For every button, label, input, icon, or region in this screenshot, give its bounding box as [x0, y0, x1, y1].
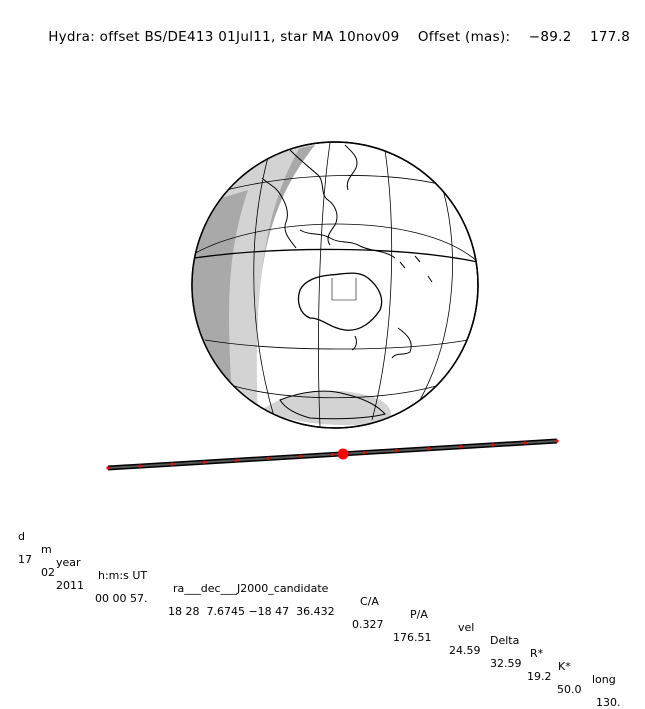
header-ca: C/A: [360, 595, 379, 608]
night-shadow: [192, 145, 391, 426]
track-tick: [234, 458, 238, 462]
value-vel: 24.59: [449, 644, 481, 657]
header-pa: P/A: [410, 608, 428, 621]
value-k: 50.0: [557, 683, 582, 696]
track-tick: [491, 443, 495, 447]
header-time: h:m:s UT: [98, 569, 148, 582]
new-zealand: [391, 327, 412, 359]
occultation-track: [106, 438, 559, 471]
plot-title: Hydra: offset BS/DE413 01Jul11, star MA …: [48, 29, 400, 45]
track-tick: [555, 439, 559, 443]
track-tick: [298, 454, 303, 459]
value-delta: 32.59: [490, 657, 522, 670]
value-time: 00 00 57.: [95, 592, 148, 605]
header-year: year: [56, 556, 81, 569]
meridian-line: [318, 142, 331, 428]
offset-y-value: 177.8: [589, 29, 631, 45]
latitude-line: [204, 339, 469, 350]
track-tick: [395, 449, 399, 453]
pacific-islands: [399, 255, 433, 283]
track-tick: [202, 460, 206, 464]
equator: [193, 248, 478, 263]
track-tick: [170, 462, 174, 466]
track-tick: [459, 445, 463, 449]
header-long: long: [592, 673, 616, 686]
offset-x-value: −89.2: [528, 29, 572, 45]
header-r: R*: [530, 647, 544, 660]
value-long: 130.: [596, 696, 621, 709]
asia-coast: [344, 144, 358, 191]
track-tick: [523, 441, 527, 445]
coastlines: [261, 144, 433, 420]
header-d: d: [18, 530, 25, 543]
australia: [297, 272, 383, 331]
antarctica-shade: [262, 390, 391, 426]
header-radec: ra___dec___J2000_candidate: [173, 582, 329, 595]
value-year: 2011: [56, 579, 84, 592]
latitude-line: [225, 175, 456, 191]
globe: [191, 141, 479, 429]
star-marker: [337, 448, 349, 460]
value-d: 17: [18, 553, 32, 566]
tasmania: [351, 335, 357, 351]
track-tick: [362, 450, 367, 455]
meridian-line: [371, 149, 393, 421]
track-tick: [427, 447, 431, 451]
value-radec: 18 28 7.6745 −18 47 36.432: [168, 605, 335, 618]
asia-coast: [289, 149, 338, 246]
value-r: 19.2: [527, 670, 552, 683]
globe-rim: [191, 141, 479, 429]
equator-back: [192, 223, 478, 263]
australia-states: [331, 278, 357, 301]
occultation-diagram: [106, 141, 559, 471]
track-tick: [330, 452, 335, 457]
header: Hydra: offset BS/DE413 01Jul11, star MA …: [39, 13, 630, 45]
table-value-row: 17 02 2011 00 00 57. 18 28 7.6745 −18 47…: [18, 540, 621, 709]
header-vel: vel: [458, 621, 475, 634]
track-tick: [138, 464, 142, 468]
meridian-line: [253, 149, 276, 421]
header-m: m: [41, 543, 52, 556]
asia-coast: [261, 177, 297, 249]
offset-label: Offset (mas):: [417, 29, 511, 45]
header-k: K*: [558, 660, 571, 673]
value-pa: 176.51: [393, 631, 432, 644]
graticule: [192, 142, 478, 428]
meridian-line: [419, 179, 453, 401]
shadow-light-band: [215, 147, 300, 420]
indonesia: [299, 229, 396, 259]
header-delta: Delta: [490, 634, 520, 647]
antarctica: [279, 390, 386, 420]
value-ca: 0.327: [352, 618, 384, 631]
track-tick: [266, 456, 270, 460]
track-tick: [106, 466, 110, 470]
latitude-line: [229, 384, 441, 399]
